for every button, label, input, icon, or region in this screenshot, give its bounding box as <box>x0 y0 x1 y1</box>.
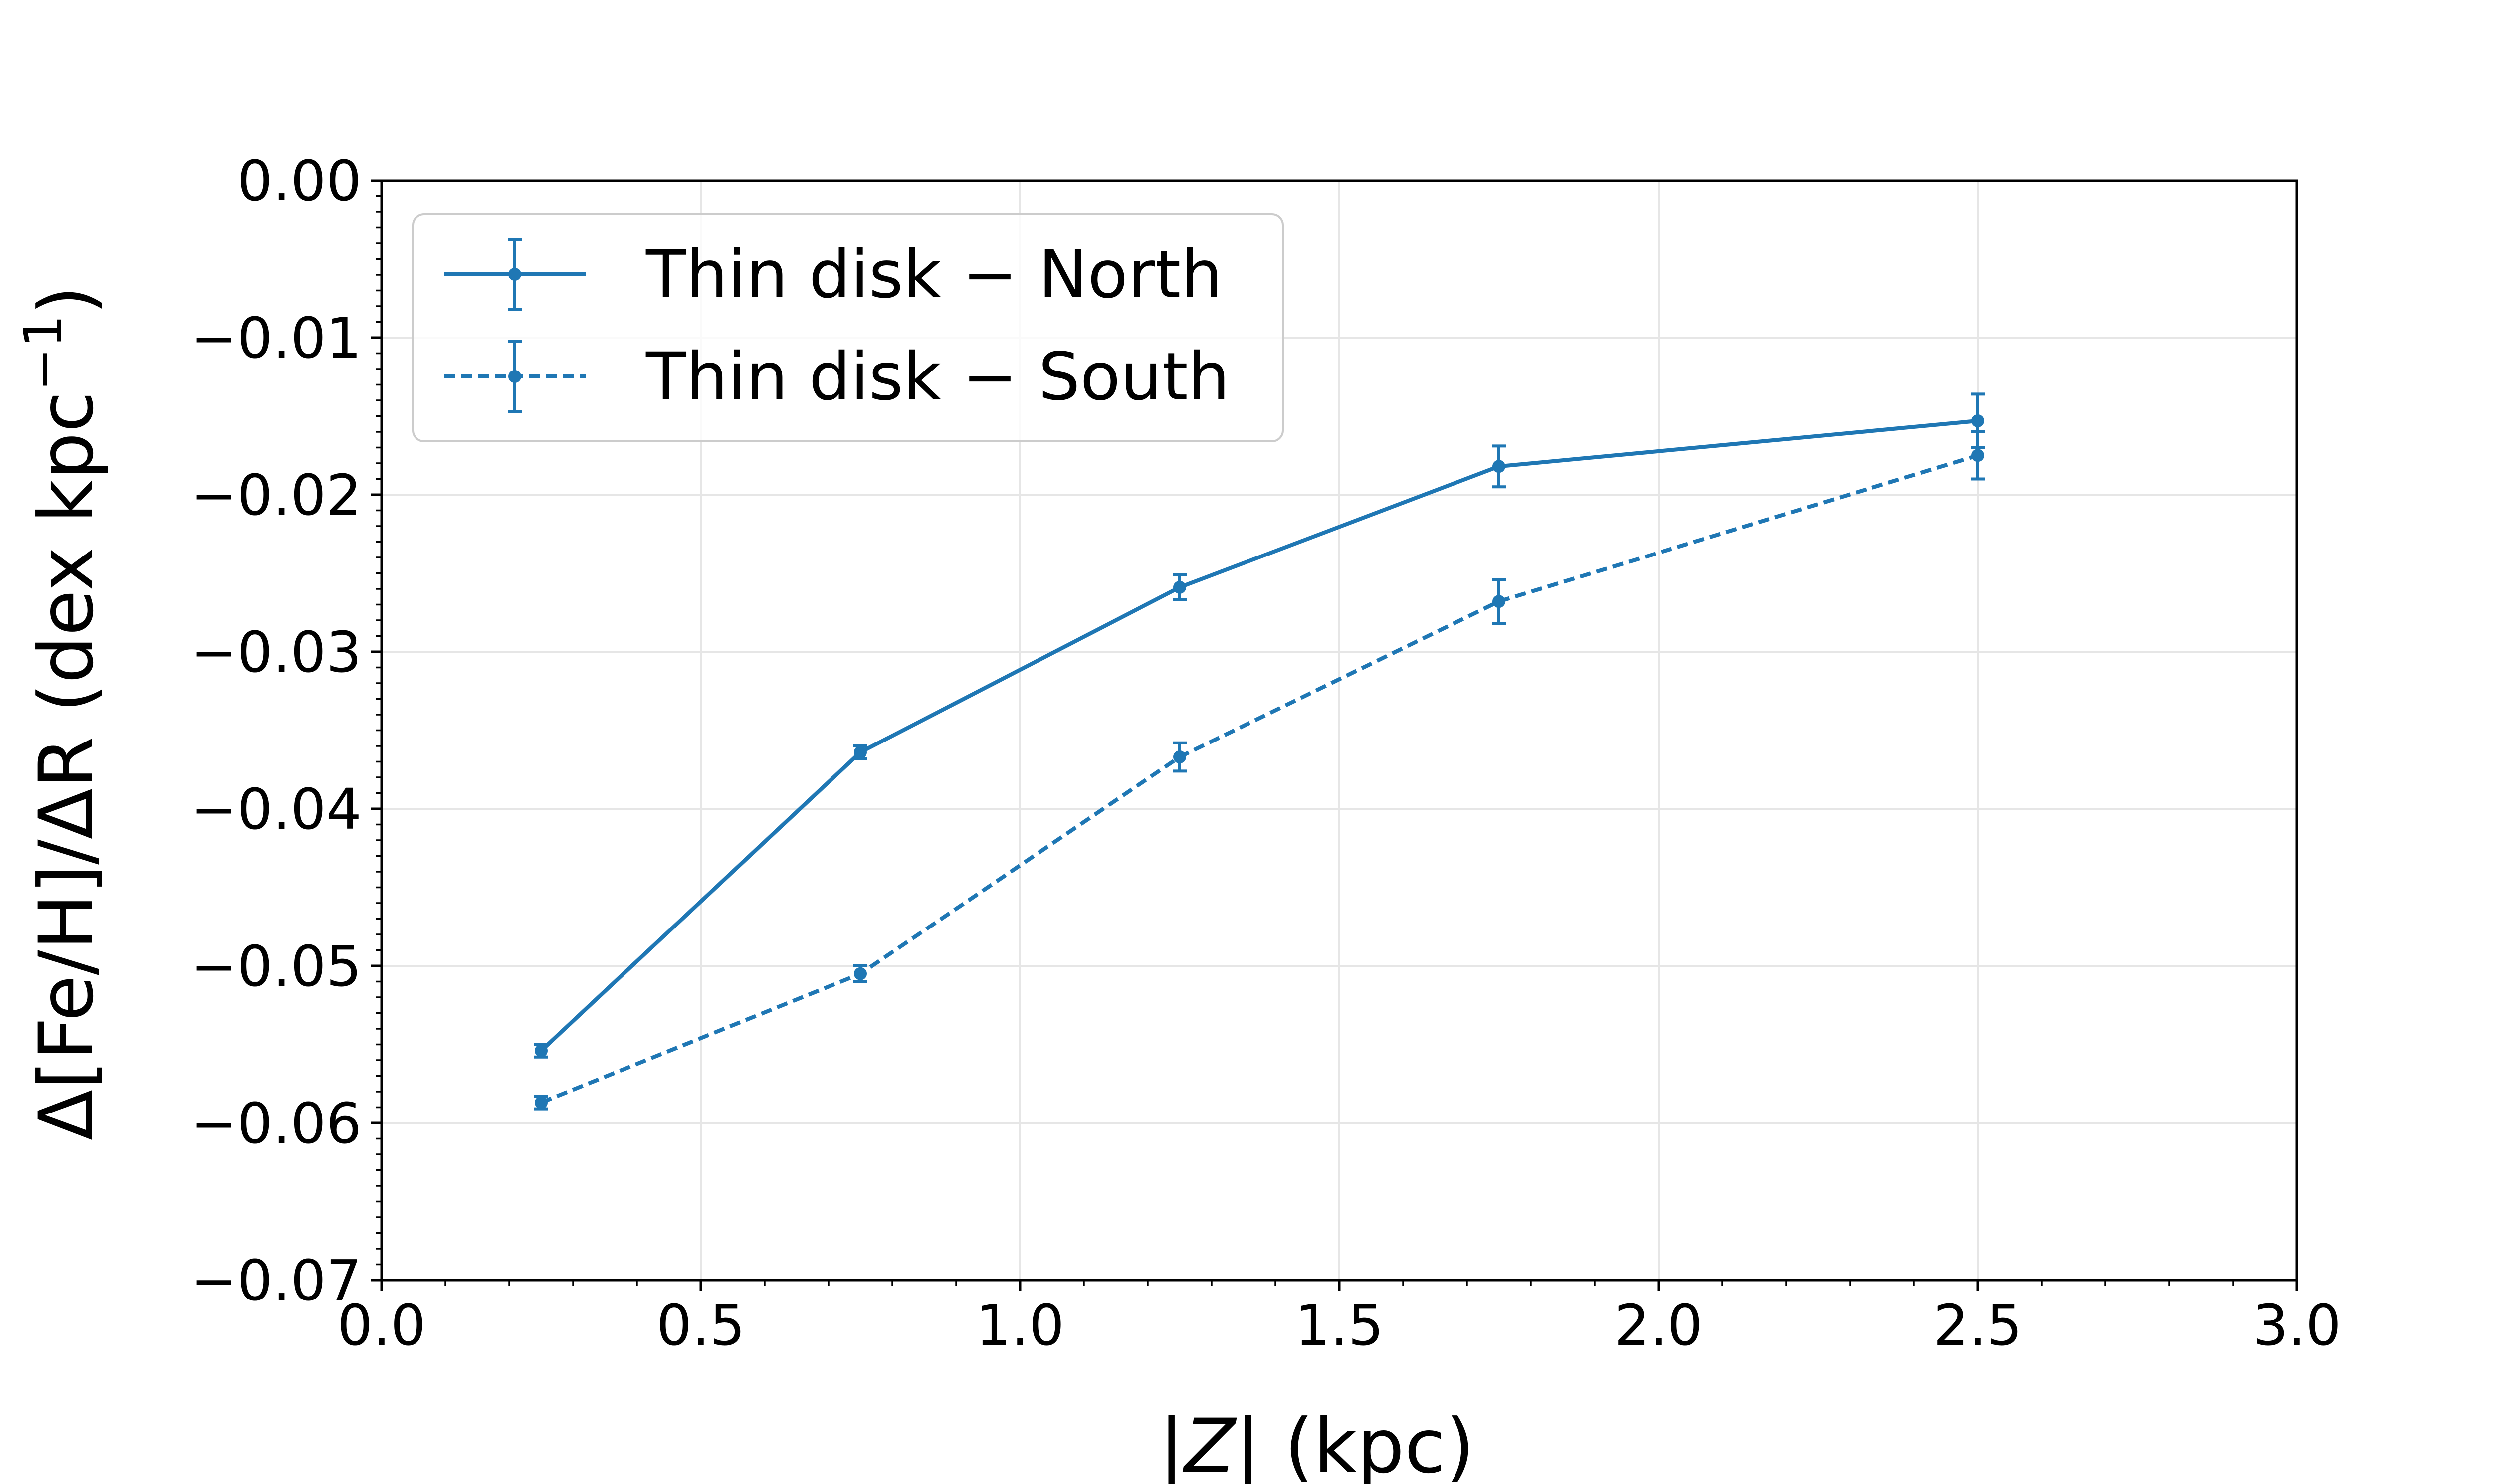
data-point <box>854 967 867 980</box>
series-1 <box>534 392 1985 1059</box>
y-tick-label: −0.04 <box>191 777 362 842</box>
data-point <box>535 1044 548 1058</box>
series-line <box>540 453 1979 1105</box>
series-line <box>540 418 1978 1053</box>
series-2 <box>534 430 1985 1111</box>
y-tick-label: −0.03 <box>191 620 362 685</box>
series-layer <box>534 392 1985 1111</box>
y-tick-label: −0.05 <box>191 934 362 999</box>
x-tick-label: 1.0 <box>976 1294 1064 1358</box>
plot-frame <box>380 179 2298 1282</box>
legend-item-1: Thin disk − North <box>444 236 1223 313</box>
data-point <box>1173 750 1186 764</box>
legend-marker <box>508 268 521 281</box>
data-point <box>535 1096 548 1110</box>
major-ticks <box>371 179 2298 1291</box>
y-tick-label: −0.02 <box>191 463 362 528</box>
x-tick-label: 2.0 <box>1614 1294 1703 1358</box>
legend-box <box>412 213 1284 442</box>
y-tick-label: −0.06 <box>191 1092 362 1156</box>
x-tick-label: 3.0 <box>2253 1294 2341 1358</box>
data-point <box>1492 460 1505 473</box>
y-tick-label: −0.01 <box>191 306 362 371</box>
x-tick-label: 0.5 <box>656 1294 745 1358</box>
data-point <box>854 745 867 759</box>
x-tick-label: 2.5 <box>1933 1294 2022 1358</box>
y-axis-label: Δ[Fe/H]/ΔR (dex kpc−1) <box>13 286 110 1141</box>
legend-marker <box>508 370 521 383</box>
legend-label: Thin disk − North <box>645 236 1223 313</box>
x-tick-label: 1.5 <box>1295 1294 1384 1358</box>
tick-labels: 0.0 0.5 1.0 1.5 2.0 2.5 3.0 0.00 −0.01 −0.02 −0.03… <box>191 149 2341 1358</box>
y-tick-label: 0.00 <box>237 149 362 214</box>
data-point <box>1971 449 1984 462</box>
data-point <box>1173 580 1186 594</box>
x-tick-label: 0.0 <box>337 1294 426 1358</box>
legend-label: Thin disk − South <box>645 339 1230 415</box>
y-tick-label: −0.07 <box>191 1249 362 1313</box>
legend-item-2: Thin disk − South <box>444 339 1230 415</box>
x-axis-label: |Z| (kpc) <box>1159 1403 1474 1484</box>
legend: Thin disk − North Thin disk − South <box>412 213 1284 442</box>
data-point <box>1971 414 1984 427</box>
grid-lines <box>381 180 2298 1281</box>
data-point <box>1492 595 1505 608</box>
